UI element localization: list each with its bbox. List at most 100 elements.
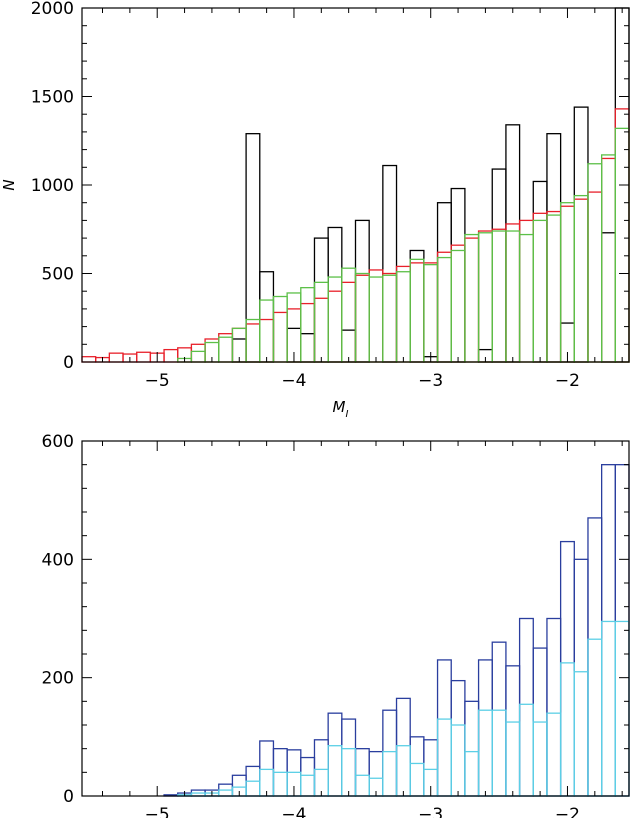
histogram-bar: [559, 662, 575, 797]
histogram-bar: [573, 558, 589, 797]
x-tick-label: −5: [145, 805, 170, 818]
histogram-bar: [436, 659, 452, 797]
histogram-bar: [395, 697, 411, 797]
histogram-bar: [327, 276, 343, 363]
histogram-bar: [354, 272, 370, 363]
top-histogram-panel: −5 −4 −3 −2 0 500 1000 1500 2000 N MI: [0, 0, 630, 420]
histogram-bar: [587, 163, 603, 363]
histogram-bar: [327, 226, 343, 363]
histogram-bar: [436, 256, 452, 363]
histogram-bar: [614, 620, 630, 797]
histogram-bar: [477, 230, 493, 363]
histogram-bar: [505, 223, 521, 363]
histogram-bar: [341, 281, 357, 363]
x-axis-label-subscript: I: [346, 409, 349, 420]
histogram-bar: [327, 745, 343, 797]
histogram-bar: [259, 271, 275, 363]
x-tick-label: −3: [418, 371, 443, 391]
histogram-bar: [601, 620, 616, 797]
histogram-bar: [245, 318, 261, 363]
series-3: [177, 127, 630, 363]
histogram-bar: [395, 265, 411, 363]
histogram-bar: [272, 311, 288, 363]
histogram-bar: [601, 232, 616, 363]
histogram-bar: [313, 739, 329, 797]
histogram-bar: [450, 244, 466, 363]
histogram-bar: [587, 638, 603, 797]
histogram-bar: [505, 124, 521, 363]
histogram-bar: [382, 164, 398, 363]
x-tick-label: −4: [281, 371, 306, 391]
histogram-bar: [573, 194, 589, 363]
histogram-bar: [505, 230, 521, 363]
histogram-bar: [464, 233, 480, 363]
histogram-bar: [546, 133, 562, 363]
histogram-bar: [382, 709, 398, 797]
histogram-bar: [354, 274, 370, 363]
histogram-bar: [573, 198, 589, 363]
y-axis-label: N: [0, 179, 18, 190]
histogram-bar: [505, 721, 521, 797]
histogram-bar: [491, 228, 507, 363]
histogram-bar: [313, 281, 329, 363]
series-2: [177, 620, 630, 797]
histogram-bar: [450, 679, 466, 797]
y-tick-label: 1500: [31, 88, 74, 108]
x-tick-label: −5: [145, 371, 170, 391]
histogram-bar: [450, 249, 466, 363]
histogram-bar: [300, 774, 316, 797]
histogram-bar: [286, 292, 302, 363]
histogram-bar: [108, 352, 124, 363]
histogram-bar: [532, 219, 548, 363]
y-tick-label: 200: [42, 669, 74, 689]
histogram-bar: [436, 718, 452, 797]
histogram-bar: [313, 237, 329, 363]
histogram-bar: [341, 748, 357, 797]
histogram-bar: [614, 108, 630, 363]
y-tick-label: 600: [42, 432, 74, 452]
histogram-bar: [259, 318, 275, 363]
histogram-bar: [464, 237, 480, 363]
histogram-bar: [450, 187, 466, 363]
histogram-bar: [354, 774, 370, 797]
histogram-bar: [532, 180, 548, 363]
histogram-bar: [546, 712, 562, 797]
y-tick-label: 400: [42, 550, 74, 570]
histogram-bar: [354, 219, 370, 363]
histogram-bar: [587, 517, 603, 797]
histogram-bar: [395, 745, 411, 797]
histogram-bar: [300, 756, 316, 797]
histogram-bar: [190, 350, 206, 363]
histogram-bar: [382, 274, 398, 363]
histogram-bar: [559, 202, 575, 363]
histogram-bar: [559, 205, 575, 363]
histogram-bar: [231, 327, 247, 363]
y-tick-label: 2000: [31, 0, 74, 19]
histogram-bar: [190, 343, 206, 363]
histogram-bar: [505, 665, 521, 797]
y-tick-label: 500: [42, 265, 74, 285]
histogram-bar: [300, 302, 316, 363]
x-tick-label: −2: [555, 371, 580, 391]
histogram-bar: [491, 230, 507, 363]
histogram-bar: [573, 106, 589, 363]
x-tick-label: −3: [418, 805, 443, 818]
histogram-bar: [327, 290, 343, 363]
histogram-bar: [477, 709, 493, 797]
plot-frame: [81, 440, 630, 797]
histogram-bar: [546, 214, 562, 363]
histogram-bar: [272, 771, 288, 797]
histogram-bar: [477, 659, 493, 797]
histogram-bar: [436, 251, 452, 363]
y-tick-label: 1000: [31, 176, 74, 196]
histogram-bar: [491, 168, 507, 363]
histogram-bar: [518, 617, 534, 797]
histogram-bar: [532, 212, 548, 363]
histogram-bar: [450, 724, 466, 797]
histogram-bar: [341, 718, 357, 797]
histogram-bar: [245, 780, 261, 797]
histogram-bar: [491, 641, 507, 797]
histogram-bar: [368, 269, 384, 363]
histogram-bar: [395, 271, 411, 363]
